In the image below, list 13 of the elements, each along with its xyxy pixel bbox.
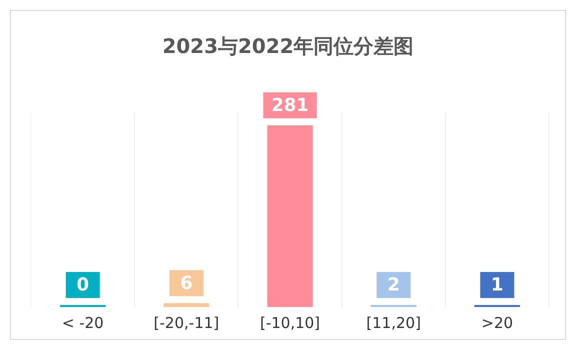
data-label: 1	[490, 274, 504, 296]
data-label: 281	[271, 94, 309, 116]
data-label: 0	[76, 274, 90, 296]
chart-title: 2023与2022年同位分差图	[161, 33, 415, 60]
data-label: 6	[180, 272, 193, 294]
bar	[164, 303, 210, 307]
bar	[267, 125, 313, 307]
x-tick-label: < -20	[62, 314, 104, 332]
x-tick-label: >20	[481, 314, 514, 332]
data-label: 2	[387, 274, 400, 296]
x-tick-label: [-20,-11]	[154, 314, 220, 332]
x-tick-label: [11,20]	[366, 314, 421, 332]
x-tick-label: [-10,10]	[260, 314, 320, 332]
